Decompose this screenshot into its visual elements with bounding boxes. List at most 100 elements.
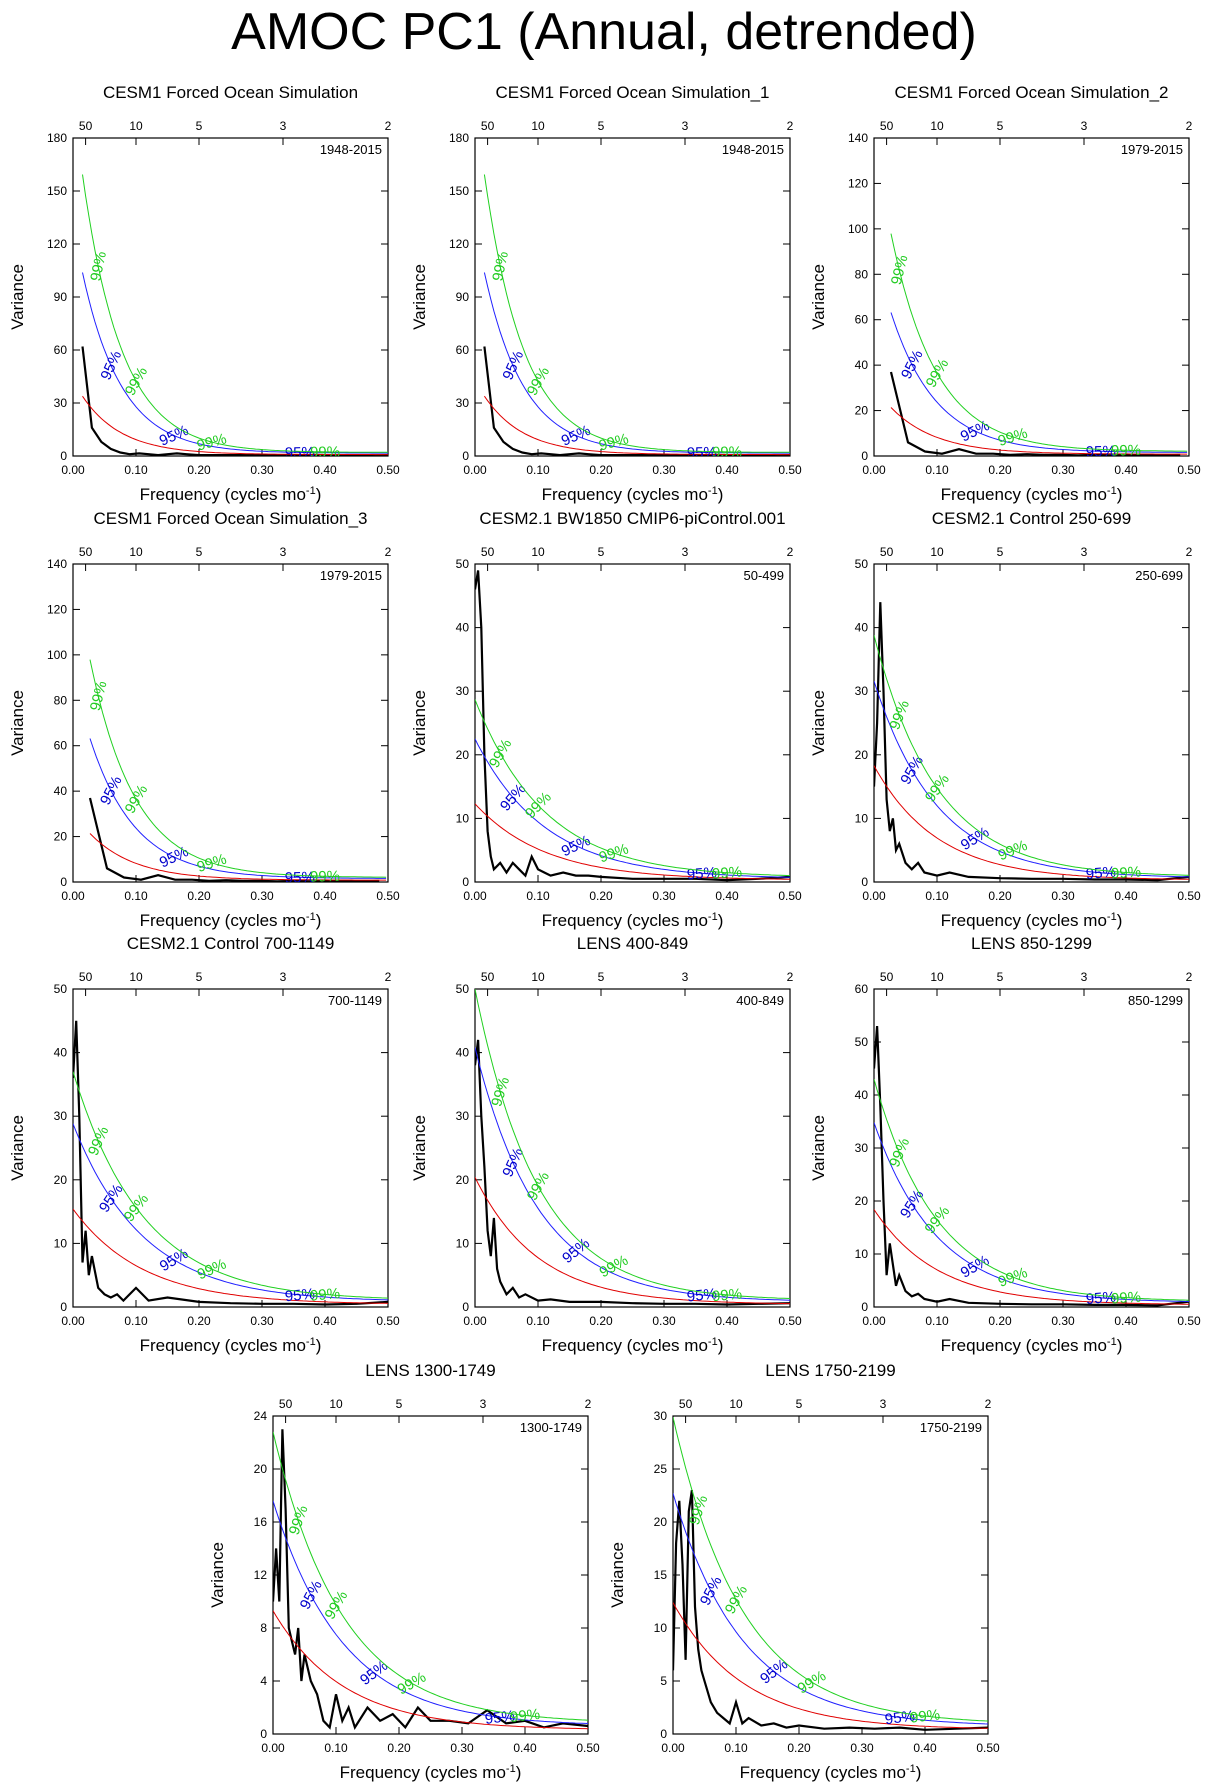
ci99-label: 99% [121, 1191, 153, 1225]
period-label: 50-499 [744, 568, 784, 583]
x-tick-label: 0.30 [652, 463, 676, 477]
period-label: 1300-1749 [520, 1420, 582, 1435]
x-tick-label: 0.00 [661, 1741, 685, 1755]
ci99-label: 99% [310, 444, 340, 461]
y-tick-label: 0 [260, 1727, 267, 1741]
x-tick-label: 0.10 [526, 1314, 550, 1328]
ci95-label: 95% [157, 843, 191, 871]
y-tick-label: 100 [848, 222, 868, 236]
red_noise-line [273, 1610, 588, 1730]
ci99-label: 99% [712, 444, 742, 461]
ci95-label: 95% [958, 417, 992, 445]
period-label: 1979-2015 [320, 568, 382, 583]
top-tick-label: 2 [385, 119, 392, 133]
top-tick-label: 50 [79, 545, 93, 559]
x-tick-label: 0.10 [526, 889, 550, 903]
y-tick-label: 40 [855, 621, 869, 635]
ci95-label: 95% [97, 348, 125, 382]
panel-title: CESM2.1 Control 700-1149 [127, 934, 335, 953]
x-tick-label: 0.00 [862, 889, 886, 903]
ci99-label: 99% [524, 1169, 553, 1204]
y-axis-label: Variance [410, 690, 429, 756]
x-tick-label: 0.00 [61, 889, 85, 903]
ci95-line [874, 1122, 1189, 1302]
y-tick-label: 20 [855, 1194, 869, 1208]
y-tick-label: 60 [855, 313, 869, 327]
x-tick-label: 0.20 [387, 1741, 411, 1755]
y-tick-label: 140 [47, 557, 67, 571]
ci99-label: 99% [310, 868, 340, 886]
top-tick-label: 5 [196, 970, 203, 984]
x-tick-label: 0.20 [787, 1741, 811, 1755]
x-tick-label: 0.20 [589, 1314, 613, 1328]
spectrum-panel-1: CESM1 Forced Ocean Simulation 1948-2015 0 3… [8, 83, 400, 504]
spectrum-line [483, 346, 790, 456]
top-tick-label: 2 [787, 119, 794, 133]
x-tick-label: 0.50 [376, 1314, 400, 1328]
ci95-label: 95% [157, 1245, 191, 1275]
ci99-line [89, 659, 387, 878]
panel-title: LENS 1750-2199 [765, 1361, 895, 1380]
red_noise-line [89, 833, 387, 881]
ci99-line [73, 1071, 388, 1299]
ci95-line [475, 1047, 790, 1301]
y-tick-label: 40 [855, 1088, 869, 1102]
top-tick-label: 2 [385, 545, 392, 559]
y-tick-label: 4 [260, 1674, 267, 1688]
ci99-line [475, 699, 790, 877]
ci99-label: 99% [195, 851, 229, 876]
top-tick-label: 10 [729, 1397, 743, 1411]
panel-title: CESM1 Forced Ocean Simulation_2 [894, 83, 1168, 102]
y-axis-label: Variance [809, 1115, 828, 1181]
y-tick-label: 30 [54, 1109, 68, 1123]
y-tick-label: 30 [855, 684, 869, 698]
x-tick-label: 0.10 [925, 889, 949, 903]
ci95-label: 95% [757, 1656, 791, 1688]
y-axis-label: Variance [809, 690, 828, 756]
ci95-label: 95% [897, 1187, 927, 1221]
plot-area: 95%95%95%99%99%99%99% [73, 1020, 388, 1306]
top-tick-label: 5 [997, 119, 1004, 133]
y-tick-label: 20 [254, 1462, 268, 1476]
y-tick-label: 0 [462, 875, 469, 889]
x-tick-label: 0.50 [1177, 889, 1201, 903]
top-tick-label: 5 [997, 545, 1004, 559]
ci95-label: 95% [884, 1708, 916, 1729]
ci99-line [874, 635, 1189, 876]
top-tick-label: 3 [880, 1397, 887, 1411]
x-axis-label: Frequency (cycles mo-1) [340, 1763, 522, 1782]
x-axis-label: Frequency (cycles mo-1) [542, 1336, 724, 1355]
plot-area: 95%95%95%99%99%99%99% [475, 570, 790, 882]
x-axis-label: Frequency (cycles mo-1) [542, 485, 724, 504]
y-tick-label: 40 [54, 1046, 68, 1060]
period-label: 1948-2015 [320, 142, 382, 157]
ci99-label: 99% [711, 1286, 742, 1306]
ci95-label: 95% [357, 1657, 391, 1689]
ci99-line [890, 233, 1188, 452]
x-tick-label: 0.20 [589, 463, 613, 477]
x-tick-label: 0.40 [313, 463, 337, 477]
top-tick-label: 3 [1081, 545, 1088, 559]
spectrum-panel-6: CESM2.1 Control 250-699 250-699 0 10 20 30 40 5… [809, 509, 1201, 930]
y-tick-label: 150 [47, 184, 67, 198]
ci95-label: 95% [686, 1285, 718, 1305]
y-axis-label: Variance [8, 690, 27, 756]
y-tick-label: 120 [47, 237, 67, 251]
ci95-label: 95% [499, 348, 527, 382]
y-axis-label: Variance [608, 1542, 627, 1608]
top-tick-label: 5 [598, 970, 605, 984]
x-tick-label: 0.20 [988, 463, 1012, 477]
x-tick-label: 0.40 [715, 889, 739, 903]
x-axis-label: Frequency (cycles mo-1) [140, 1336, 322, 1355]
x-tick-label: 0.10 [925, 1314, 949, 1328]
ci99-label: 99% [122, 782, 152, 817]
top-tick-label: 2 [1186, 970, 1193, 984]
ci99-label: 99% [597, 430, 630, 454]
ci95-label: 95% [285, 444, 315, 462]
spectrum-line [874, 602, 1189, 882]
panel-title: CESM2.1 BW1850 CMIP6-piControl.001 [479, 509, 785, 528]
x-tick-label: 0.30 [1051, 1314, 1075, 1328]
x-tick-label: 0.10 [124, 889, 148, 903]
top-tick-label: 2 [787, 545, 794, 559]
